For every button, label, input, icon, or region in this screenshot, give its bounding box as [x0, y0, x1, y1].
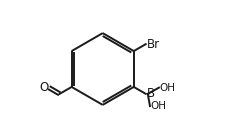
Text: Br: Br: [146, 38, 160, 51]
Text: O: O: [39, 81, 48, 94]
Text: B: B: [146, 87, 154, 100]
Text: OH: OH: [150, 101, 166, 111]
Text: OH: OH: [160, 83, 176, 93]
